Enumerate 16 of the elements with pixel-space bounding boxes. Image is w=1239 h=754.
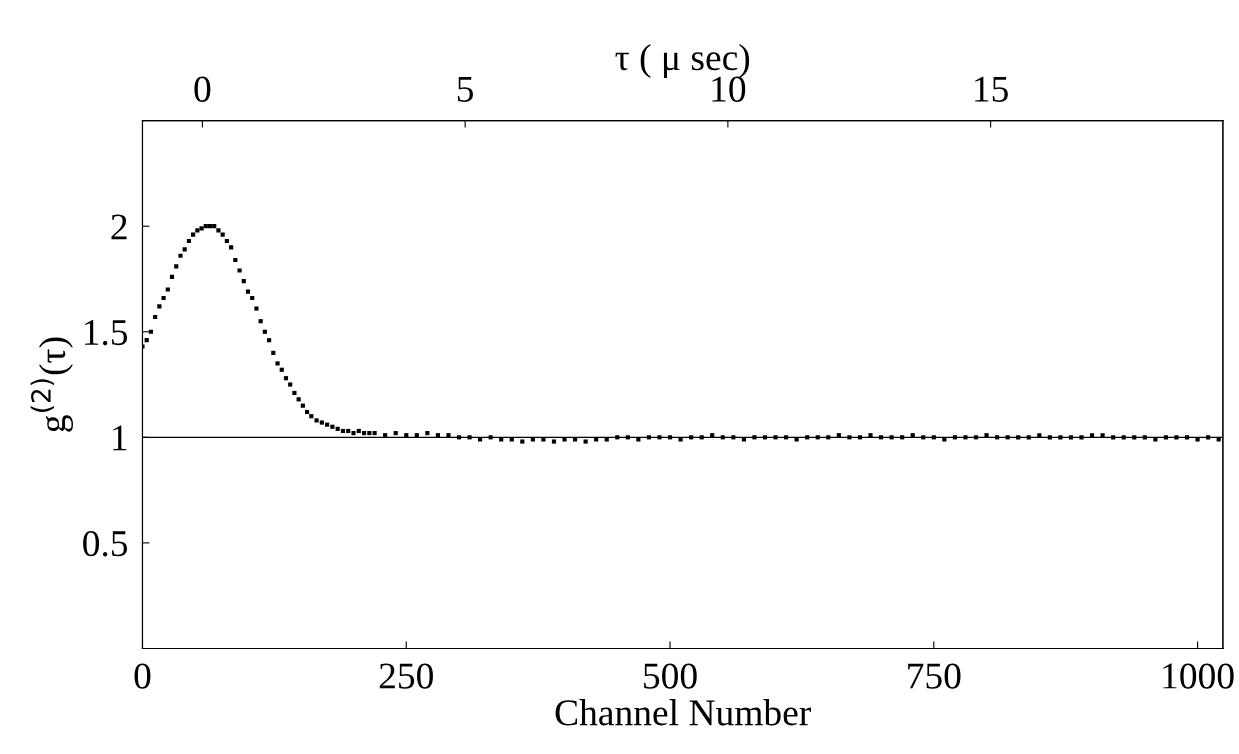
x-tick-label: 750 (908, 663, 961, 689)
x2-tick-label: 10 (712, 76, 746, 102)
x2-tick-label: 15 (975, 76, 1008, 102)
y-axis-title: g$^{(2)}$(τ) (30, 337, 73, 432)
x-tick-label: 1000 (1163, 663, 1234, 689)
y-tick-label: 1.5 (85, 320, 128, 346)
x-axis-title: Channel Number (555, 699, 811, 726)
x2-axis-title: τ ( μ sec) (615, 43, 750, 78)
y-tick-label: 2 (111, 214, 127, 240)
x-tick-label: 0 (134, 663, 151, 689)
x-tick-label: 250 (379, 663, 433, 689)
y-tick-label: 1 (113, 425, 127, 451)
x2-tick-label: 5 (457, 76, 474, 102)
y-tick-label: 0.5 (83, 530, 128, 557)
x-tick-label: 500 (644, 663, 697, 689)
x2-tick-label: 0 (194, 76, 211, 102)
